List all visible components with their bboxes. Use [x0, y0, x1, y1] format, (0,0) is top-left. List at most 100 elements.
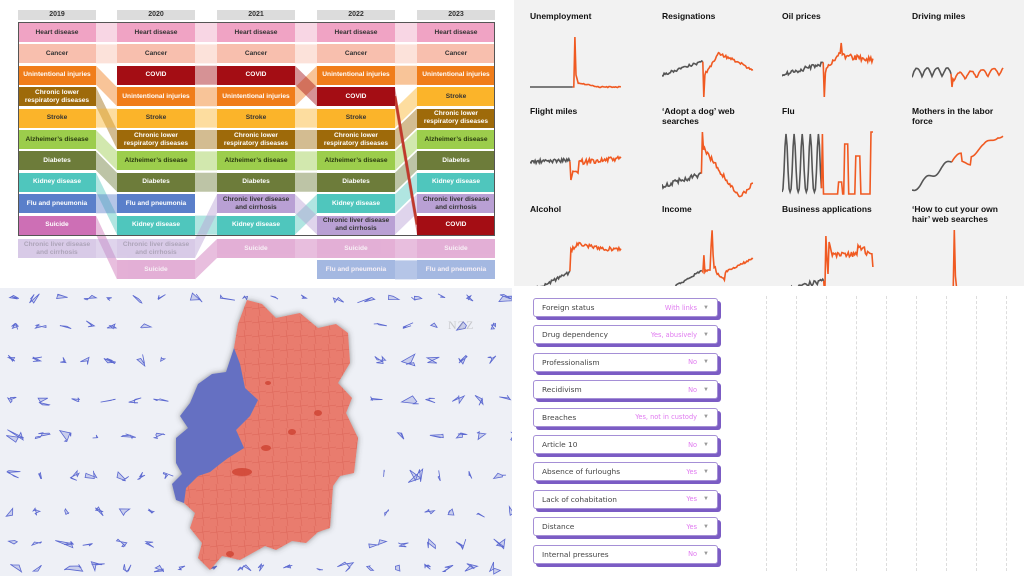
territory-fragment	[84, 470, 98, 479]
territory-fragment	[6, 396, 17, 404]
region-map: NZZ	[0, 288, 512, 576]
cause-cell-covid-2020: COVID	[117, 65, 195, 85]
connector-unintentional-injuries	[195, 87, 217, 107]
territory-fragment	[394, 564, 401, 572]
factor-dropdown-foreign-status[interactable]: Foreign status With links ▼	[533, 298, 718, 317]
connector-suicide	[295, 239, 317, 258]
territory-fragment	[115, 538, 128, 548]
pandemic-line	[569, 155, 622, 181]
territory-fragment	[153, 564, 164, 573]
territory-fragment	[368, 539, 388, 549]
cause-cell-chronic-liver-disease-and-cirrhosis-2023: Chronic liver disease and cirrhosis	[417, 194, 495, 214]
territory-fragment	[140, 323, 153, 329]
territory-fragment	[490, 322, 496, 330]
territory-fragment	[8, 295, 20, 300]
territory-fragment	[137, 471, 146, 480]
territory-fragment	[11, 322, 19, 330]
small-multiple-title: Resignations	[662, 11, 716, 21]
rank-connectors	[96, 23, 419, 280]
small-multiple-title: Flight miles	[530, 106, 578, 116]
sparkline	[952, 229, 958, 286]
territory-fragment	[476, 512, 485, 518]
territory-fragment	[105, 297, 112, 301]
connector-stroke	[295, 108, 317, 128]
territory-fragment	[10, 564, 23, 573]
territory-fragment	[118, 508, 131, 517]
territory-fragment	[510, 431, 512, 441]
sparkline	[662, 131, 754, 198]
gridline	[946, 296, 947, 571]
territory-fragment	[132, 294, 143, 304]
territory-fragment	[7, 540, 19, 545]
cause-cell-covid-2022: COVID	[317, 87, 395, 107]
cause-cell-chronic-lower-respiratory-diseases-2019: Chronic lower respiratory diseases	[18, 87, 96, 107]
factor-dropdown-recidivism[interactable]: Recidivism No ▼	[533, 380, 718, 400]
small-multiple-title: Alcohol	[530, 204, 562, 214]
territory-fragment	[189, 292, 203, 303]
territory-fragment	[411, 295, 423, 302]
cause-cell-flu-and-pneumonia-2019: Flu and pneumonia	[18, 194, 96, 214]
cause-cell-kidney-disease-2021: Kidney disease	[217, 215, 295, 235]
factor-dropdown-professionalism[interactable]: Professionalism No ▼	[533, 352, 718, 372]
connector-stroke	[195, 108, 217, 128]
cause-cell-suicide-2022: Suicide	[317, 239, 395, 258]
factor-dropdown-absence-of-furloughs[interactable]: Absence of furloughs Yes ▼	[533, 462, 718, 482]
territory-fragment	[136, 354, 146, 368]
cause-cell-chronic-liver-disease-and-cirrhosis-2021: Chronic liver disease and cirrhosis	[217, 194, 295, 214]
pre-pandemic-line	[662, 171, 702, 190]
cause-cell-chronic-liver-disease-and-cirrhosis-2019: Chronic liver disease and cirrhosis	[18, 239, 96, 258]
cause-cell-kidney-disease-2022: Kidney disease	[317, 194, 395, 214]
gridline	[826, 296, 827, 571]
region-shape	[172, 300, 358, 570]
territory-fragment	[499, 395, 512, 401]
factor-dropdown-drug-dependency[interactable]: Drug dependency Yes, abusively ▼	[533, 325, 718, 345]
territory-fragment	[82, 543, 93, 547]
connector-alzheimer-s-disease	[195, 151, 217, 171]
pre-pandemic-line	[536, 270, 571, 286]
connector-heart-disease	[96, 23, 117, 42]
territory-fragment	[474, 395, 484, 406]
connector-flu-and-pneumonia	[96, 194, 117, 214]
cause-cell-alzheimer-s-disease-2022: Alzheimer’s disease	[317, 151, 395, 171]
cause-cell-heart-disease-2022: Heart disease	[317, 23, 395, 42]
territory-fragment	[32, 507, 42, 516]
connector-cancer	[195, 44, 217, 64]
cause-cell-stroke-2022: Stroke	[317, 108, 395, 128]
factor-dropdown-distance[interactable]: Distance Yes ▼	[533, 517, 718, 537]
territory-fragment	[34, 432, 51, 440]
territory-fragment	[332, 296, 344, 304]
connector-chronic-lower-respiratory-diseases	[295, 130, 317, 149]
connector-heart-disease	[195, 23, 217, 42]
territory-fragment	[153, 398, 169, 402]
connector-covid	[195, 65, 217, 85]
small-multiple-flight-miles: Flight miles	[530, 106, 650, 198]
cause-cell-unintentional-injuries-2022: Unintentional injuries	[317, 65, 395, 85]
factor-dropdown-internal-pressures[interactable]: Internal pressures No ▼	[533, 544, 718, 564]
connector-chronic-lower-respiratory-diseases	[395, 108, 417, 149]
chevron-down-icon: ▼	[703, 523, 709, 530]
cause-cell-diabetes-2021: Diabetes	[217, 172, 295, 192]
factor-dropdown-lack-of-cohabitation[interactable]: Lack of cohabitation Yes ▼	[533, 489, 718, 509]
connector-chronic-liver-disease-and-cirrhosis	[295, 194, 317, 235]
chevron-down-icon: ▼	[703, 331, 709, 338]
gridline	[976, 296, 977, 571]
sparkline	[536, 241, 622, 286]
sparkline	[662, 51, 754, 98]
territory-fragment	[400, 353, 416, 367]
sparkline	[530, 155, 622, 181]
small-multiple-oil-prices: Oil prices	[782, 11, 902, 103]
territory-fragment	[476, 430, 487, 441]
cause-cell-cancer-2022: Cancer	[317, 44, 395, 64]
territory-fragment	[429, 322, 438, 329]
factor-dropdown-article-10[interactable]: Article 10 No ▼	[533, 435, 718, 454]
pre-pandemic-line	[912, 67, 952, 79]
pandemic-line	[701, 230, 754, 283]
sparkline	[790, 235, 874, 286]
factor-label: Foreign status	[542, 303, 595, 312]
territory-fragment	[455, 538, 467, 551]
connector-kidney-disease	[295, 194, 317, 235]
factor-dropdown-breaches[interactable]: Breaches Yes, not in custody ▼	[533, 407, 718, 427]
chevron-down-icon: ▼	[703, 304, 709, 311]
territory-fragment	[60, 357, 67, 364]
small-multiple-title: Unemployment	[530, 11, 592, 21]
